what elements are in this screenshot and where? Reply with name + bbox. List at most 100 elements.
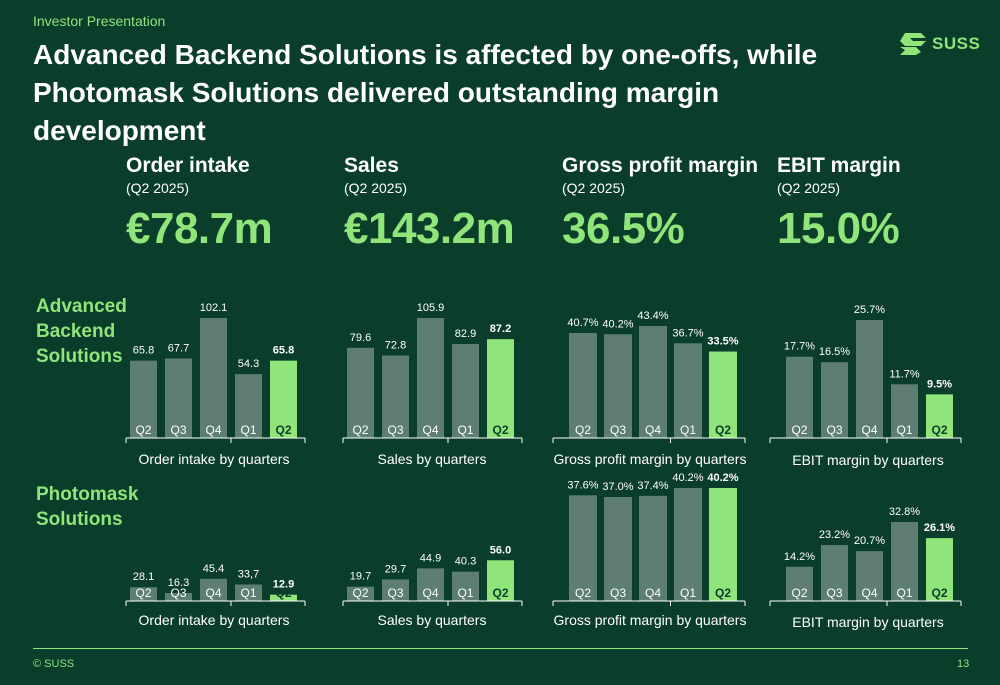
bar xyxy=(130,587,157,601)
bar xyxy=(786,356,813,438)
data-label: 37.0% xyxy=(602,481,633,493)
bar xyxy=(347,586,374,601)
bar xyxy=(270,594,297,601)
kpi-period: (Q2 2025) xyxy=(344,180,408,196)
bar xyxy=(417,568,444,601)
data-label: 65.8 xyxy=(273,345,294,357)
data-label: 23.2% xyxy=(819,529,850,541)
bar xyxy=(487,560,514,601)
category-label: Q4 xyxy=(422,423,438,437)
data-label: 37.4% xyxy=(637,480,668,492)
data-label: 102.1 xyxy=(200,302,228,314)
category-label: Q1 xyxy=(240,423,256,437)
category-label: Q2 xyxy=(135,423,151,437)
chart-caption: Sales by quarters xyxy=(377,451,487,467)
data-label: 40.2% xyxy=(672,472,703,484)
data-label: 40.2% xyxy=(602,318,633,330)
segment-label-abs: Advanced Backend Solutions xyxy=(36,296,127,367)
kpi-label: Sales xyxy=(344,154,399,177)
data-label: 26.1% xyxy=(924,522,955,534)
bar xyxy=(452,344,479,438)
category-label: Q4 xyxy=(205,586,221,600)
category-label: Q2 xyxy=(791,423,807,437)
bar xyxy=(821,545,848,601)
category-label: Q3 xyxy=(610,423,626,437)
data-label: 29.7 xyxy=(385,563,406,575)
bar xyxy=(200,318,227,438)
data-label: 17.7% xyxy=(784,341,815,353)
category-label: Q2 xyxy=(352,586,368,600)
category-label: Q3 xyxy=(826,423,842,437)
chart-caption: EBIT margin by quarters xyxy=(792,614,944,630)
bar xyxy=(487,339,514,438)
data-label: 72.8 xyxy=(385,340,406,352)
chart-abs-ebit-margin: Q2 17.7% Q3 16.5% Q4 25.7% Q1 11.7% Q2 9.5% xyxy=(769,304,962,443)
chart-ps-gross-profit-margin: Q2 37.6% Q3 37.0% Q4 37.4% Q1 40.2% Q2 40.2% xyxy=(552,472,746,606)
data-label: 16.3 xyxy=(168,577,189,589)
data-label: 40.3 xyxy=(455,556,476,568)
segment-label-ps: Photomask Solutions xyxy=(36,484,139,530)
data-label: 12.9 xyxy=(273,579,294,591)
category-label: Q2 xyxy=(791,586,807,600)
category-label: Q2 xyxy=(931,423,947,437)
kpi-label: Order intake xyxy=(126,154,250,177)
chart-abs-sales: Q2 79.6 Q3 72.8 Q4 105.9 Q1 82.9 Q2 87.2 xyxy=(342,302,523,443)
bar xyxy=(382,579,409,601)
chart-ps-ebit-margin: Q2 14.2% Q3 23.2% Q4 20.7% Q1 32.8% Q2 26.1% xyxy=(769,506,962,606)
category-label: Q4 xyxy=(645,586,661,600)
data-label: 36.7% xyxy=(672,327,703,339)
bar xyxy=(786,566,813,601)
bar xyxy=(926,538,953,601)
category-label: Q2 xyxy=(715,423,731,437)
bar xyxy=(674,343,702,438)
bar xyxy=(821,362,848,438)
category-label: Q1 xyxy=(896,586,912,600)
data-label: 82.9 xyxy=(455,328,476,340)
kpi-sales: Sales (Q2 2025) €143.2m xyxy=(344,154,554,254)
bar xyxy=(891,384,918,438)
category-label: Q3 xyxy=(170,423,186,437)
category-label: Q3 xyxy=(387,423,403,437)
category-label: Q3 xyxy=(826,586,842,600)
data-label: 45.4 xyxy=(203,563,224,575)
kpi-order-intake: Order intake (Q2 2025) €78.7m xyxy=(126,154,336,254)
category-label: Q2 xyxy=(135,586,151,600)
data-label: 14.2% xyxy=(784,551,815,563)
kpi-value: €143.2m xyxy=(344,204,515,253)
bar xyxy=(856,551,883,601)
bar xyxy=(604,496,632,601)
category-label: Q1 xyxy=(457,423,473,437)
bar xyxy=(856,320,883,438)
data-label: 19.7 xyxy=(350,571,371,583)
chart-ps-sales: Q2 19.7 Q3 29.7 Q4 44.9 Q1 40.3 Q2 56.0 xyxy=(342,544,523,606)
category-label: Q2 xyxy=(575,586,591,600)
chart-caption: Order intake by quarters xyxy=(138,612,290,628)
presentation-tag: Investor Presentation xyxy=(33,13,166,29)
data-label: 43.4% xyxy=(637,310,668,322)
category-label: Q2 xyxy=(575,423,591,437)
category-label: Q1 xyxy=(680,586,696,600)
data-label: 44.9 xyxy=(420,552,441,564)
bar xyxy=(382,355,409,438)
kpi-ebit-margin: EBIT margin (Q2 2025) 15.0% xyxy=(777,154,987,254)
data-label: 65.8 xyxy=(133,345,154,357)
chart-caption: Gross profit margin by quarters xyxy=(553,612,747,628)
data-label: 105.9 xyxy=(417,302,445,314)
bar xyxy=(165,358,192,438)
category-label: Q3 xyxy=(387,586,403,600)
category-label: Q3 xyxy=(610,586,626,600)
data-label: 87.2 xyxy=(490,323,511,335)
kpi-label: EBIT margin xyxy=(777,154,901,177)
data-label: 33,7 xyxy=(238,568,259,580)
chart-caption: Sales by quarters xyxy=(377,612,487,628)
category-label: Q2 xyxy=(715,586,731,600)
kpi-label: Gross profit margin xyxy=(562,154,759,177)
bar xyxy=(674,488,702,601)
data-label: 16.5% xyxy=(819,346,850,358)
data-label: 67.7 xyxy=(168,342,189,354)
page-number: 13 xyxy=(957,658,970,670)
category-label: Q1 xyxy=(240,586,256,600)
category-label: Q2 xyxy=(275,586,291,600)
chart-abs-order-intake: Q2 65.8 Q3 67.7 Q4 102.1 Q1 54.3 Q2 65.8 xyxy=(125,302,306,443)
